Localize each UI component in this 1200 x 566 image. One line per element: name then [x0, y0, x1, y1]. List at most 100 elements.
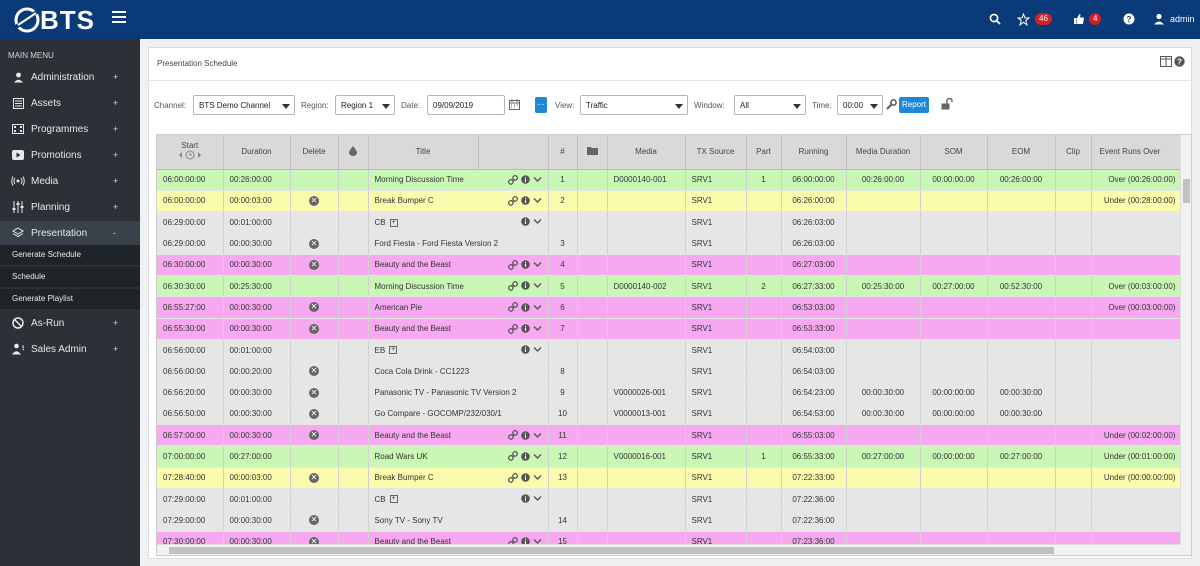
unlock-icon[interactable]: [941, 97, 954, 112]
link-icon[interactable]: [507, 280, 518, 293]
expand-plus-icon[interactable]: +: [389, 346, 398, 355]
window-select[interactable]: All: [734, 95, 806, 115]
column-event-runs-over[interactable]: Event Runs Over: [1091, 135, 1183, 170]
table-row[interactable]: 06:29:00:00 00:01:00:00 CB + SRV1 06:26:03:00: [157, 211, 1183, 234]
chevron-down-icon[interactable]: [533, 474, 542, 483]
horizontal-scroll-thumb[interactable]: [169, 547, 1054, 554]
row-title[interactable]: Morning Discussion Time: [374, 281, 464, 291]
column-running[interactable]: Running: [781, 135, 847, 170]
link-icon[interactable]: [507, 259, 518, 272]
search-icon[interactable]: [987, 11, 1003, 27]
date-input[interactable]: 09/09/2019: [427, 95, 505, 115]
sidebar-item-programmes[interactable]: Programmes +: [0, 117, 140, 141]
delete-icon[interactable]: ✕: [309, 408, 319, 419]
row-title[interactable]: Break Bumper C: [374, 473, 434, 483]
info-icon[interactable]: [520, 430, 530, 442]
chevron-down-icon[interactable]: [533, 282, 542, 291]
info-icon[interactable]: [520, 217, 530, 228]
channel-picker-button[interactable]: ...: [535, 97, 547, 113]
row-title[interactable]: Beauty and the Beast: [374, 260, 452, 270]
table-row[interactable]: 06:56:00:00 00:01:00:00 EB + SRV1 06:54:03:00: [157, 339, 1183, 362]
info-icon[interactable]: [520, 345, 530, 356]
sidebar-subitem-generate-schedule[interactable]: Generate Schedule: [0, 245, 140, 265]
vertical-scrollbar[interactable]: [1180, 135, 1191, 555]
row-title[interactable]: Break Bumper C: [374, 196, 434, 206]
delete-icon[interactable]: ✕: [309, 430, 319, 441]
chevron-down-icon[interactable]: [533, 261, 542, 270]
row-title[interactable]: CB: [374, 494, 386, 504]
table-row[interactable]: 06:00:00:00 00:26:00:00 Morning Discussion…: [157, 169, 1183, 191]
link-icon[interactable]: [507, 174, 518, 187]
info-icon[interactable]: [520, 196, 530, 207]
delete-icon[interactable]: ✕: [309, 195, 319, 206]
row-title[interactable]: Beauty and the Beast: [374, 537, 452, 547]
table-row[interactable]: 06:29:00:00 00:00:30:00 ✕ Ford Fiesta - For…: [157, 232, 1183, 255]
bts-logo[interactable]: BTS: [12, 5, 95, 35]
column-title[interactable]: Title: [368, 135, 479, 170]
chevron-down-icon[interactable]: [533, 495, 542, 504]
table-row[interactable]: 06:55:27:00 00:00:30:00 ✕ American Pie 6 SRV1…: [157, 296, 1183, 319]
row-title[interactable]: American Pie: [374, 302, 423, 312]
delete-icon[interactable]: ✕: [309, 323, 319, 334]
table-row[interactable]: 06:57:00:00 00:00:30:00 ✕ Beauty and the Be…: [157, 424, 1183, 447]
table-row[interactable]: 06:56:20:00 00:00:30:00 ✕ Panasonic TV - Pa…: [157, 381, 1183, 404]
info-icon[interactable]: [520, 281, 530, 292]
time-select[interactable]: 00:00: [837, 95, 883, 115]
column-media[interactable]: Media: [607, 135, 686, 170]
chevron-down-icon[interactable]: [533, 325, 542, 334]
chevron-down-icon[interactable]: [533, 304, 542, 313]
sidebar-item-planning[interactable]: Planning +: [0, 195, 140, 219]
row-title[interactable]: Ford Fiesta - Ford Fiesta Version 2: [374, 239, 499, 249]
table-row[interactable]: 07:30:00:00 00:00:30:00 ✕ Beauty and the Be…: [157, 531, 1183, 553]
column-delete[interactable]: Delete: [290, 135, 339, 170]
link-icon[interactable]: [507, 323, 518, 336]
report-button[interactable]: Report: [899, 97, 930, 113]
info-icon[interactable]: [520, 260, 530, 271]
table-row[interactable]: 06:30:00:00 00:00:30:00 ✕ Beauty and the Be…: [157, 254, 1183, 276]
chevron-down-icon[interactable]: [533, 197, 542, 206]
link-icon[interactable]: [507, 451, 518, 463]
row-title[interactable]: Road Wars UK: [374, 452, 428, 461]
columns-toggle-icon[interactable]: [1160, 56, 1172, 69]
channel-select[interactable]: BTS Demo Channel: [193, 95, 295, 115]
clock-sort-icon[interactable]: [157, 150, 222, 162]
link-icon[interactable]: [507, 472, 518, 485]
table-row[interactable]: 06:30:30:00 00:25:30:00 Morning Discussion…: [157, 275, 1183, 298]
link-icon[interactable]: [507, 195, 518, 208]
info-icon[interactable]: [520, 494, 530, 505]
table-row[interactable]: 06:55:30:00 00:00:30:00 ✕ Beauty and the Be…: [157, 318, 1183, 340]
row-title[interactable]: Beauty and the Beast: [374, 430, 452, 440]
horizontal-scrollbar[interactable]: [157, 544, 1182, 555]
sidebar-item-media[interactable]: Media +: [0, 169, 140, 193]
info-icon[interactable]: [520, 324, 530, 335]
delete-icon[interactable]: ✕: [309, 515, 319, 526]
expand-plus-icon[interactable]: +: [389, 218, 398, 227]
help-icon[interactable]: ?: [1174, 56, 1185, 69]
region-select[interactable]: Region 1: [335, 95, 395, 115]
info-icon[interactable]: [520, 537, 530, 548]
delete-icon[interactable]: ✕: [309, 536, 319, 547]
chevron-down-icon[interactable]: [533, 218, 542, 227]
table-row[interactable]: 06:56:50:00 00:00:30:00 ✕ Go Compare - GOCO…: [157, 403, 1183, 426]
table-row[interactable]: 06:56:00:00 00:00:20:00 ✕ Coca Cola Drink -…: [157, 360, 1183, 383]
sidebar-item-presentation[interactable]: Presentation -: [0, 221, 140, 245]
sidebar-subitem-schedule[interactable]: Schedule: [0, 267, 140, 287]
sidebar-item-administration[interactable]: Administration +: [0, 65, 140, 89]
table-row[interactable]: 06:00:00:00 00:00:03:00 ✕ Break Bumper C 2 SR…: [157, 190, 1183, 213]
column-drop[interactable]: [338, 135, 369, 170]
column-folder[interactable]: [577, 135, 608, 170]
row-title[interactable]: Morning Discussion Time: [374, 175, 464, 185]
column-eom[interactable]: EOM: [987, 135, 1056, 170]
sidebar-item-promotions[interactable]: Promotions +: [0, 143, 140, 167]
column-start[interactable]: Start: [157, 135, 224, 170]
sidebar-item-as-run[interactable]: As-Run +: [0, 311, 140, 335]
row-title[interactable]: Panasonic TV - Panasonic TV Version 2: [374, 388, 517, 398]
column-number[interactable]: #: [548, 135, 578, 170]
column-clip[interactable]: Clip: [1055, 135, 1092, 170]
link-icon[interactable]: [507, 430, 518, 442]
link-icon[interactable]: [507, 302, 518, 314]
row-title[interactable]: Sony TV - Sony TV: [374, 515, 443, 525]
info-icon[interactable]: [520, 473, 530, 484]
column-som[interactable]: SOM: [920, 135, 988, 170]
row-title[interactable]: Go Compare - GOCOMP/232/030/1: [374, 409, 502, 419]
